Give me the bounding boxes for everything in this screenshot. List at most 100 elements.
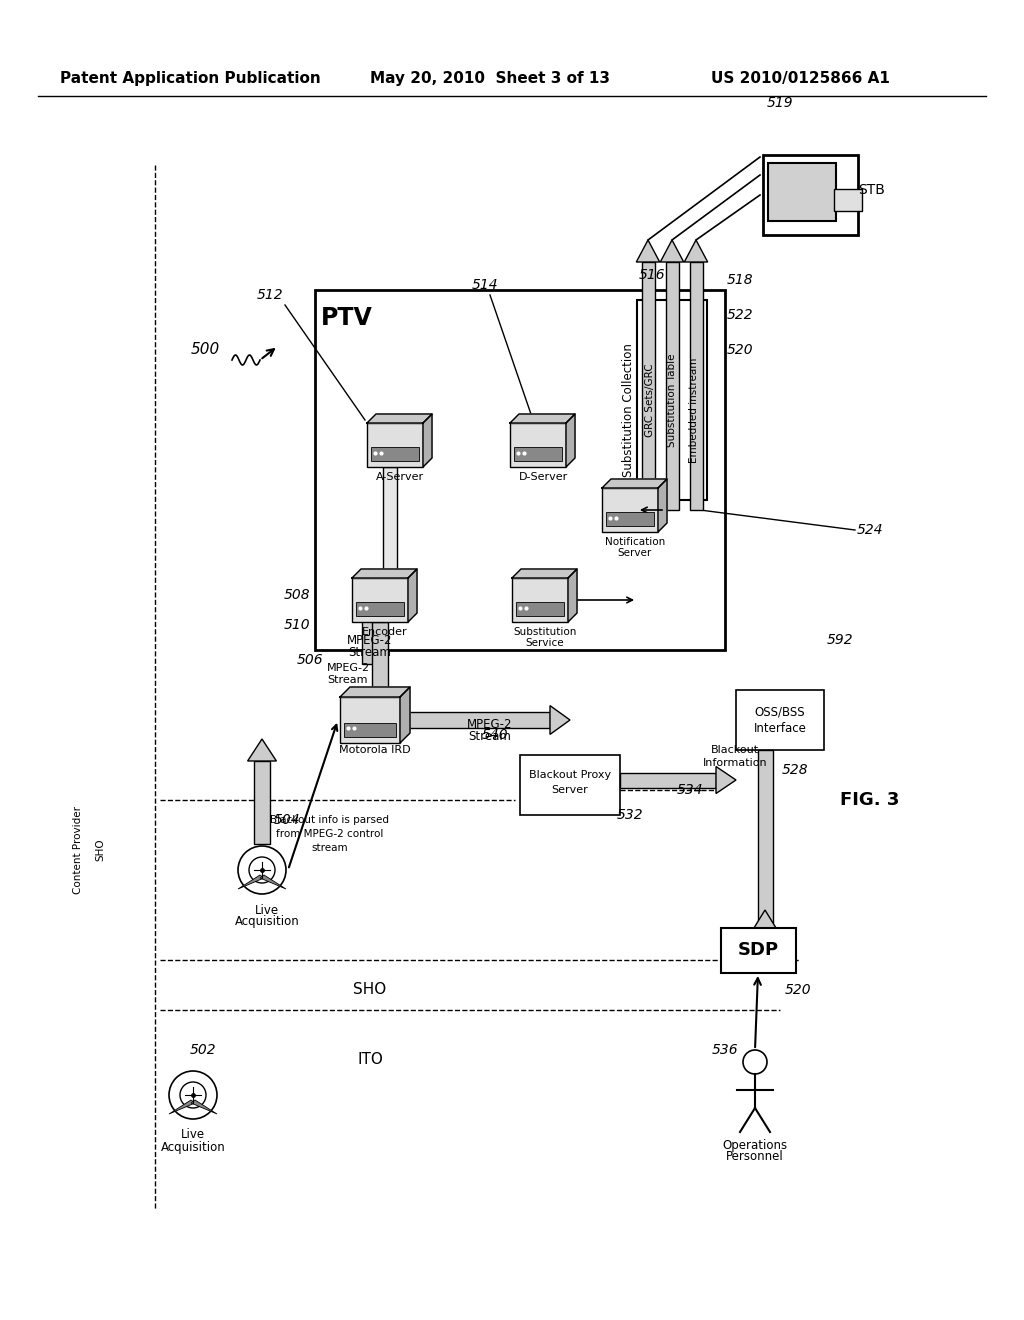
Text: 532: 532 <box>616 808 643 822</box>
Polygon shape <box>260 875 286 888</box>
Text: SDP: SDP <box>737 941 778 960</box>
Bar <box>352 578 408 622</box>
Text: Substitution Table: Substitution Table <box>667 354 677 446</box>
Bar <box>344 723 396 737</box>
Text: Operations: Operations <box>723 1138 787 1151</box>
Polygon shape <box>248 739 276 762</box>
Text: 502: 502 <box>189 1043 216 1057</box>
Bar <box>340 697 400 743</box>
Bar <box>520 755 620 814</box>
Polygon shape <box>191 1100 217 1114</box>
Text: Interface: Interface <box>754 722 807 734</box>
Bar <box>315 290 725 649</box>
Bar <box>689 261 702 510</box>
Bar <box>371 447 419 461</box>
Bar <box>383 467 397 601</box>
Bar <box>666 261 679 510</box>
Circle shape <box>180 1082 206 1107</box>
Polygon shape <box>366 708 394 729</box>
Text: ITO: ITO <box>357 1052 383 1068</box>
Bar <box>763 154 857 235</box>
Bar <box>362 591 378 664</box>
Polygon shape <box>512 569 577 578</box>
Text: Blackout info is parsed: Blackout info is parsed <box>270 814 389 825</box>
Text: 524: 524 <box>857 523 884 537</box>
Text: Service: Service <box>525 638 564 648</box>
Text: MPEG-2: MPEG-2 <box>347 634 393 647</box>
Text: A-Server: A-Server <box>376 473 424 482</box>
Polygon shape <box>340 686 410 697</box>
Text: 508: 508 <box>284 587 310 602</box>
Text: OSS/BSS: OSS/BSS <box>755 705 805 718</box>
Text: Blackout: Blackout <box>711 744 759 755</box>
Text: Motorola IRD: Motorola IRD <box>339 744 411 755</box>
Text: from MPEG-2 control: from MPEG-2 control <box>276 829 384 840</box>
Text: Blackout Proxy: Blackout Proxy <box>529 770 611 780</box>
Polygon shape <box>400 686 410 743</box>
Polygon shape <box>510 414 575 422</box>
Text: 510: 510 <box>284 618 310 632</box>
Text: 514: 514 <box>472 279 499 292</box>
Text: SHO: SHO <box>95 838 105 862</box>
Bar <box>372 622 388 729</box>
Bar <box>367 422 423 467</box>
Text: US 2010/0125866 A1: US 2010/0125866 A1 <box>711 70 890 86</box>
Polygon shape <box>568 569 577 622</box>
Text: D-Server: D-Server <box>518 473 567 482</box>
Text: May 20, 2010  Sheet 3 of 13: May 20, 2010 Sheet 3 of 13 <box>370 70 610 86</box>
Text: MPEG-2: MPEG-2 <box>327 663 370 673</box>
Bar <box>758 750 772 932</box>
Text: Personnel: Personnel <box>726 1151 784 1163</box>
Bar <box>514 447 562 461</box>
Text: 512: 512 <box>257 288 284 302</box>
Bar <box>406 711 550 729</box>
Polygon shape <box>658 479 667 532</box>
Text: 540: 540 <box>481 729 508 742</box>
Polygon shape <box>684 240 708 261</box>
Text: Live: Live <box>255 903 280 916</box>
Text: GRC Sets/GRC: GRC Sets/GRC <box>645 363 655 437</box>
Text: Server: Server <box>617 548 652 558</box>
Text: Patent Application Publication: Patent Application Publication <box>59 70 321 86</box>
Bar <box>254 762 270 843</box>
Text: Information: Information <box>702 758 767 768</box>
Text: 522: 522 <box>727 308 754 322</box>
Bar <box>620 772 716 788</box>
Text: 516: 516 <box>639 268 666 282</box>
Text: MPEG-2: MPEG-2 <box>467 718 513 731</box>
Text: Encoder: Encoder <box>362 627 408 638</box>
Text: 506: 506 <box>297 653 324 667</box>
Polygon shape <box>636 240 659 261</box>
Circle shape <box>249 857 275 883</box>
Text: Server: Server <box>552 785 589 795</box>
Text: Acquisition: Acquisition <box>234 916 299 928</box>
Polygon shape <box>378 578 402 601</box>
Bar <box>768 162 836 220</box>
Bar <box>641 261 654 510</box>
Polygon shape <box>423 414 432 467</box>
Polygon shape <box>716 767 736 793</box>
Text: SHO: SHO <box>353 982 387 998</box>
Polygon shape <box>566 414 575 467</box>
Text: PTV: PTV <box>322 306 373 330</box>
Text: Stream: Stream <box>469 730 511 743</box>
Bar <box>516 602 564 616</box>
Text: 520: 520 <box>784 983 811 997</box>
Bar <box>721 928 796 973</box>
Polygon shape <box>355 569 384 591</box>
Bar <box>510 422 566 467</box>
Text: 518: 518 <box>727 273 754 286</box>
Text: 520: 520 <box>727 343 754 356</box>
Text: 534: 534 <box>677 783 703 797</box>
Bar <box>834 189 862 211</box>
Bar <box>356 602 404 616</box>
Polygon shape <box>238 875 264 888</box>
Polygon shape <box>169 1100 195 1114</box>
Polygon shape <box>660 240 684 261</box>
Text: Live: Live <box>181 1129 205 1142</box>
Polygon shape <box>602 479 667 488</box>
Bar <box>602 488 658 532</box>
Bar <box>512 578 568 622</box>
Text: 536: 536 <box>712 1043 738 1057</box>
Bar <box>637 300 707 500</box>
